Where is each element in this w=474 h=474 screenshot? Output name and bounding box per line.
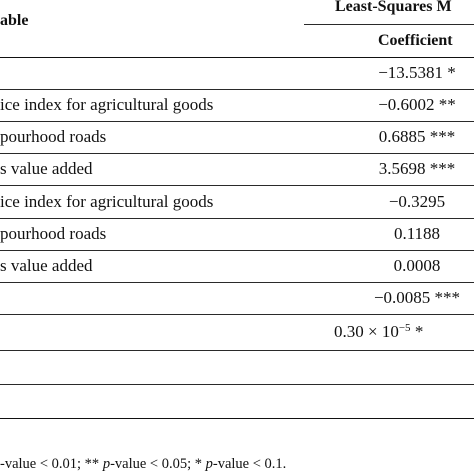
row-coefficient: −13.5381 * [378,63,456,82]
row-divider [0,250,474,251]
row-divider [0,314,474,315]
row-label: pourhood roads [0,127,107,146]
row-coefficient: −0.3295 [388,192,446,211]
row-label: ice index for agricultural goods [0,192,214,211]
row-divider [0,282,474,283]
row-coefficient: 0.6885 *** [378,127,456,146]
row-divider [0,185,474,186]
variable-column-header: able [0,12,29,29]
row-label: s value added [0,159,93,178]
row-coefficient: 0.0008 [393,256,441,275]
row-divider [0,350,474,351]
method-column-header: Least-Squares M [335,0,452,15]
row-coefficient: 0.1188 [393,224,441,243]
row-divider [0,121,474,122]
row-coefficient: −0.0085 *** [373,288,461,307]
coefficient-base: 0.30 × 10 [334,322,399,341]
header-rule [0,57,474,58]
coefficient-exponent: −5 [398,322,411,334]
row-coefficient: 3.5698 *** [378,159,456,178]
row-divider [0,89,474,90]
row-label: s value added [0,256,93,275]
row-coefficient: 0.30 × 10−5 * [334,322,474,342]
row-divider [0,218,474,219]
table-bottom-rule [0,418,474,419]
row-label: ice index for agricultural goods [0,95,214,114]
header-rule-partial [304,24,474,25]
row-divider [0,384,474,385]
row-label: pourhood roads [0,224,107,243]
coefficient-column-header: Coefficient [378,32,453,49]
row-divider [0,153,474,154]
row-coefficient: −0.6002 ** [378,95,456,114]
coefficient-significance: * [410,322,424,341]
table-footnote: -value < 0.01; ** p-value < 0.05; * p-va… [0,456,287,472]
